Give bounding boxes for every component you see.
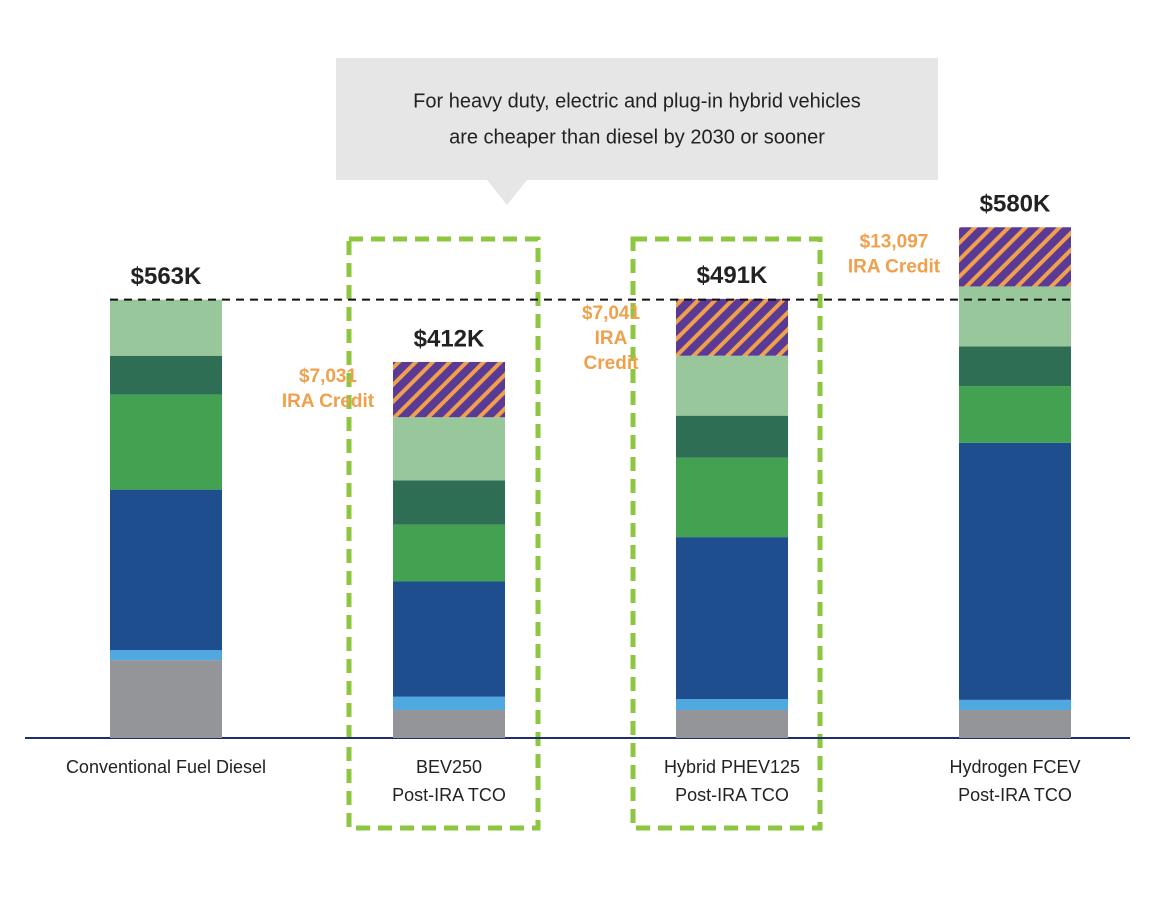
- bar-segment: [676, 355, 788, 416]
- x-tick-label: Post-IRA TCO: [392, 785, 506, 805]
- highlight-box: [346, 236, 541, 831]
- bar-segment: [393, 417, 505, 481]
- credit-annotation: $13,097: [860, 231, 929, 252]
- credit-annotation: IRA: [595, 328, 628, 349]
- bar-segment: [393, 696, 505, 710]
- credit-annotation: $7,041: [582, 303, 641, 324]
- bar-segment: [959, 346, 1071, 387]
- bar-segment: [110, 489, 222, 651]
- bar-segment: [110, 394, 222, 490]
- total-label: $491K: [697, 262, 768, 289]
- credit-annotation: $7,031: [299, 366, 358, 387]
- credit-annotation: IRA Credit: [848, 256, 941, 277]
- bar-segment: [110, 660, 222, 738]
- x-tick-label: Hybrid PHEV125: [664, 757, 800, 777]
- bar-segment: [393, 524, 505, 582]
- total-label: $412K: [414, 325, 485, 352]
- bar-segment: [676, 699, 788, 710]
- x-tick-label: BEV250: [416, 757, 482, 777]
- credit-annotation: Credit: [584, 353, 640, 374]
- total-label: $563K: [131, 263, 202, 290]
- bar-segment: [110, 299, 222, 356]
- bar-segment: [959, 286, 1071, 347]
- bar-segment: [676, 415, 788, 458]
- x-tick-label: Hydrogen FCEV: [949, 757, 1080, 777]
- credit-segment: [959, 227, 1071, 287]
- bar-segment: [959, 709, 1071, 738]
- x-tick-label: Conventional Fuel Diesel: [66, 757, 266, 777]
- bar-segment: [676, 457, 788, 538]
- bar-segment: [110, 650, 222, 661]
- x-tick-label: Post-IRA TCO: [675, 785, 789, 805]
- bar-segment: [959, 442, 1071, 700]
- callout-box: [336, 58, 938, 180]
- bar-segment: [393, 709, 505, 738]
- callout: For heavy duty, electric and plug-in hyb…: [336, 58, 938, 205]
- bar-segment: [959, 699, 1071, 710]
- highlight-box: [630, 236, 823, 831]
- bar-segment: [676, 709, 788, 738]
- bar-segment: [676, 537, 788, 700]
- bar-segment: [393, 480, 505, 525]
- bar-segment: [959, 386, 1071, 443]
- bar-segment: [393, 581, 505, 697]
- total-label: $580K: [980, 191, 1051, 218]
- x-tick-label: Post-IRA TCO: [958, 785, 1072, 805]
- callout-text: For heavy duty, electric and plug-in hyb…: [413, 90, 861, 112]
- credit-annotation: IRA Credit: [282, 391, 375, 412]
- credit-segment: [676, 298, 788, 356]
- callout-pointer: [487, 180, 527, 205]
- bar-segment: [110, 355, 222, 395]
- callout-text: are cheaper than diesel by 2030 or soone…: [449, 126, 825, 148]
- credit-segment: [393, 361, 505, 418]
